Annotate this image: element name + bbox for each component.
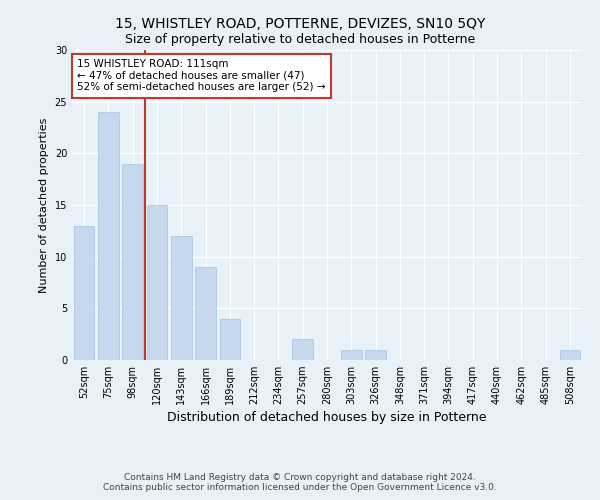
Bar: [98, 112, 119, 360]
Bar: [74, 226, 94, 360]
Bar: [341, 350, 362, 360]
Text: 15 WHISTLEY ROAD: 111sqm
← 47% of detached houses are smaller (47)
52% of semi-d: 15 WHISTLEY ROAD: 111sqm ← 47% of detach…: [77, 60, 326, 92]
Y-axis label: Number of detached properties: Number of detached properties: [39, 118, 49, 292]
X-axis label: Distribution of detached houses by size in Potterne: Distribution of detached houses by size …: [167, 412, 487, 424]
Text: 15, WHISTLEY ROAD, POTTERNE, DEVIZES, SN10 5QY: 15, WHISTLEY ROAD, POTTERNE, DEVIZES, SN…: [115, 18, 485, 32]
Bar: [292, 340, 313, 360]
Bar: [220, 318, 240, 360]
Text: Contains HM Land Registry data © Crown copyright and database right 2024.
Contai: Contains HM Land Registry data © Crown c…: [103, 473, 497, 492]
Bar: [365, 350, 386, 360]
Bar: [195, 267, 216, 360]
Text: Size of property relative to detached houses in Potterne: Size of property relative to detached ho…: [125, 32, 475, 46]
Bar: [560, 350, 580, 360]
Bar: [146, 205, 167, 360]
Bar: [171, 236, 191, 360]
Bar: [122, 164, 143, 360]
